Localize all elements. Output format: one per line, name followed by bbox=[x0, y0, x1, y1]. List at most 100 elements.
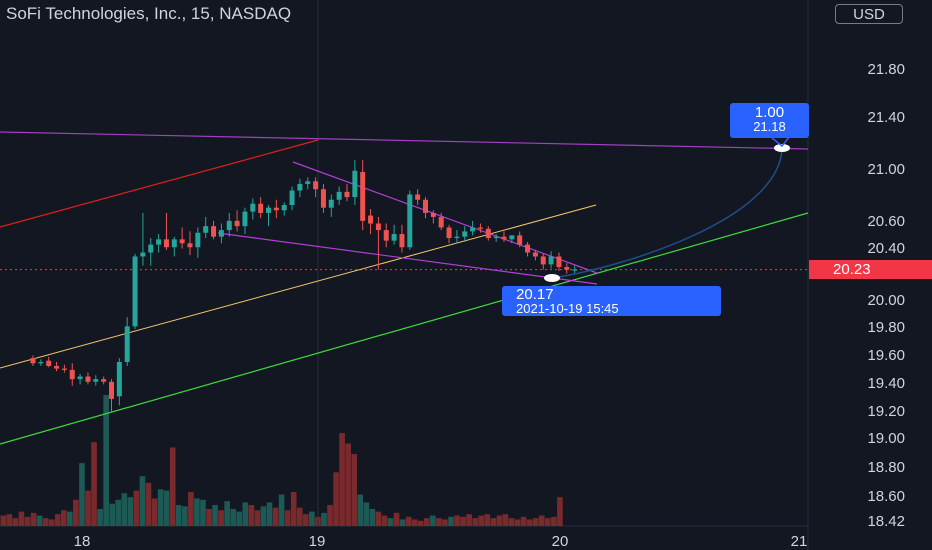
volume-bar bbox=[157, 489, 164, 526]
volume-bar bbox=[6, 514, 13, 526]
x-tick-label: 19 bbox=[309, 533, 326, 550]
candle-body bbox=[234, 220, 240, 227]
candle-body bbox=[336, 191, 342, 200]
volume-bar bbox=[399, 519, 406, 526]
candle-body bbox=[54, 365, 60, 369]
volume-bar bbox=[393, 512, 400, 526]
volume-bar bbox=[79, 463, 85, 526]
candle-body bbox=[273, 207, 279, 211]
volume-bar bbox=[296, 507, 303, 526]
candle-body bbox=[211, 226, 217, 237]
wedge-lower-line bbox=[217, 232, 598, 285]
volume-bar bbox=[230, 508, 236, 526]
candle-body bbox=[501, 236, 507, 240]
y-tick-label: 19.00 bbox=[867, 430, 905, 447]
volume-bar bbox=[272, 507, 279, 526]
candle-body bbox=[383, 230, 389, 241]
candle-body bbox=[77, 376, 83, 380]
volume-bar bbox=[85, 490, 91, 526]
volume-bar bbox=[309, 511, 315, 526]
volume-bar bbox=[224, 501, 230, 526]
volume-bar bbox=[188, 491, 194, 526]
volume-bar bbox=[236, 511, 243, 526]
volume-bar bbox=[42, 518, 49, 526]
y-tick-label: 18.80 bbox=[867, 459, 905, 476]
volume-bar bbox=[200, 499, 206, 526]
volume-bar bbox=[212, 505, 218, 526]
volume-bar bbox=[175, 505, 182, 526]
candle-body bbox=[477, 227, 483, 229]
volume-bar bbox=[484, 514, 491, 526]
volume-bar bbox=[145, 482, 152, 526]
candle-body bbox=[454, 236, 460, 239]
volume-bar bbox=[121, 493, 128, 526]
candle-body bbox=[195, 232, 201, 248]
candle-body bbox=[226, 220, 232, 231]
volume-bar bbox=[490, 518, 497, 526]
x-tick-label: 20 bbox=[552, 533, 569, 550]
volume-bar bbox=[73, 499, 79, 526]
low-callout[interactable]: 20.17 2021-10-19 15:45 bbox=[502, 286, 721, 316]
volume-bar bbox=[460, 516, 466, 526]
volume-bar bbox=[526, 519, 533, 526]
volume-bar bbox=[115, 499, 122, 526]
candle-body bbox=[69, 369, 75, 380]
candle-body bbox=[109, 381, 114, 399]
y-tick-label: 19.20 bbox=[867, 403, 905, 420]
volume-bar bbox=[163, 490, 170, 526]
volume-bar bbox=[545, 518, 551, 526]
target-callout-value: 1.00 bbox=[754, 104, 785, 121]
candle-body bbox=[360, 172, 366, 221]
projection-curve bbox=[551, 147, 783, 279]
volume-bar bbox=[67, 511, 73, 526]
volume-bar bbox=[351, 453, 357, 526]
currency-button[interactable]: USD bbox=[835, 4, 903, 24]
volume-bar bbox=[363, 502, 370, 526]
candle-body bbox=[101, 379, 107, 382]
volume-bar bbox=[448, 516, 454, 526]
y-tick-label: 19.60 bbox=[867, 347, 905, 364]
candle-body bbox=[352, 170, 358, 198]
candle-body bbox=[171, 239, 177, 248]
candle-body bbox=[313, 181, 319, 190]
candle-body bbox=[179, 239, 185, 244]
candle-body bbox=[258, 203, 264, 213]
candle-body bbox=[203, 226, 209, 233]
candle-body bbox=[438, 216, 444, 228]
candle-body bbox=[218, 230, 224, 237]
volume-bar bbox=[430, 515, 436, 526]
candle-body bbox=[375, 223, 381, 231]
volume-bar bbox=[496, 515, 503, 526]
volume-bar bbox=[532, 518, 539, 526]
candle-body bbox=[509, 235, 515, 240]
y-tick-label: 20.00 bbox=[867, 292, 905, 309]
volume-bar bbox=[436, 518, 442, 526]
candle-body bbox=[572, 269, 578, 271]
volume-bar bbox=[151, 498, 158, 526]
candle-body bbox=[423, 199, 428, 213]
volume-bar bbox=[127, 497, 134, 526]
volume-bar bbox=[369, 508, 376, 526]
candle-body bbox=[532, 252, 538, 257]
volume-bar bbox=[254, 510, 261, 526]
candle-body bbox=[250, 203, 256, 212]
volume-bar bbox=[266, 502, 273, 526]
symbol-title: SoFi Technologies, Inc., 15, NASDAQ bbox=[6, 4, 292, 23]
candle-body bbox=[281, 205, 287, 211]
target-point bbox=[774, 144, 790, 152]
candle-body bbox=[344, 191, 350, 198]
target-callout[interactable]: 1.00 21.18 bbox=[730, 103, 809, 138]
candle-body bbox=[399, 234, 405, 248]
volume-bar bbox=[248, 505, 255, 526]
volume-bar bbox=[91, 442, 97, 526]
last-price-label: 20.23 bbox=[809, 260, 932, 279]
volume-bar bbox=[339, 432, 345, 526]
volume-bar bbox=[472, 518, 478, 526]
candle-body bbox=[266, 207, 271, 213]
volume-bar bbox=[387, 518, 394, 526]
volume-bar bbox=[242, 502, 249, 526]
volume-bar bbox=[206, 508, 212, 526]
candle-body bbox=[368, 215, 374, 224]
volume-bar bbox=[508, 518, 515, 526]
